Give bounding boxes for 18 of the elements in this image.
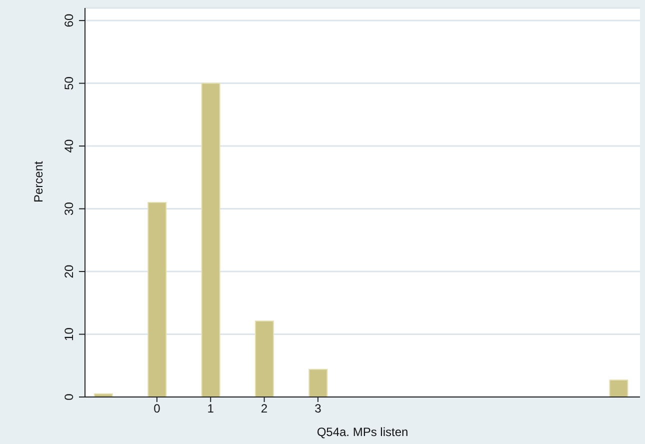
x-tick-label: 0 — [154, 402, 161, 416]
y-tick-label: 0 — [62, 393, 76, 400]
x-tick-label: 2 — [260, 402, 268, 416]
bar — [609, 380, 628, 397]
bar — [308, 368, 328, 397]
bar — [254, 320, 274, 397]
x-axis-title: Q54a. MPs listen — [316, 425, 408, 439]
y-tick-label: 30 — [62, 202, 76, 216]
x-tick-label: 3 — [314, 402, 322, 416]
bar — [201, 82, 220, 397]
y-tick-label: 20 — [62, 264, 76, 278]
y-axis-title: Percent — [31, 160, 46, 202]
y-tick-label: 50 — [62, 76, 76, 90]
y-tick-label: 40 — [62, 139, 76, 153]
x-tick-label: 1 — [207, 402, 214, 416]
y-tick-label: 10 — [62, 327, 76, 341]
bar — [148, 202, 167, 397]
y-tick-label: 60 — [62, 14, 76, 28]
